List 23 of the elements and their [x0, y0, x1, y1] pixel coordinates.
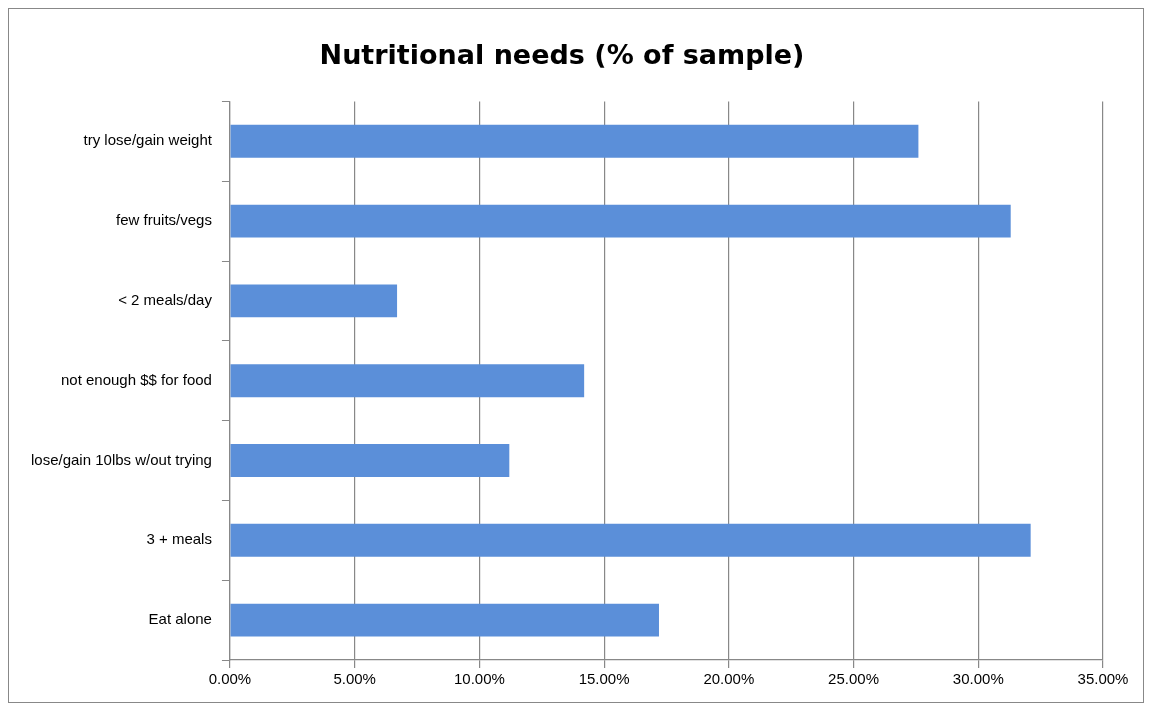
y-tick-label: < 2 meals/day [118, 291, 213, 309]
chart-title: Nutritional needs (% of sample) [319, 39, 805, 71]
bar [230, 523, 1031, 557]
y-tick-label: Eat alone [148, 610, 212, 628]
y-tick-label: not enough $$ for food [60, 370, 212, 388]
bar [230, 603, 659, 637]
x-tick-label: 0.00% [208, 670, 252, 688]
y-tick-label: 3 + meals [146, 530, 212, 548]
x-tick-label: 35.00% [1077, 670, 1129, 688]
y-tick-label: try lose/gain weight [83, 131, 213, 149]
x-tick-label: 15.00% [578, 670, 630, 688]
bar [230, 444, 510, 477]
x-tick-label: 25.00% [828, 670, 879, 688]
bar [230, 124, 919, 158]
bar [230, 284, 398, 318]
x-tick-label: 20.00% [703, 670, 755, 688]
x-tick-label: 5.00% [333, 670, 376, 688]
x-tick-label: 10.00% [453, 670, 505, 688]
y-tick-label: few fruits/vegs [116, 211, 212, 229]
y-tick-label: lose/gain 10lbs w/out trying [31, 450, 212, 468]
bar [230, 364, 585, 398]
bar [230, 204, 1011, 238]
x-tick-label: 30.00% [952, 670, 1004, 688]
